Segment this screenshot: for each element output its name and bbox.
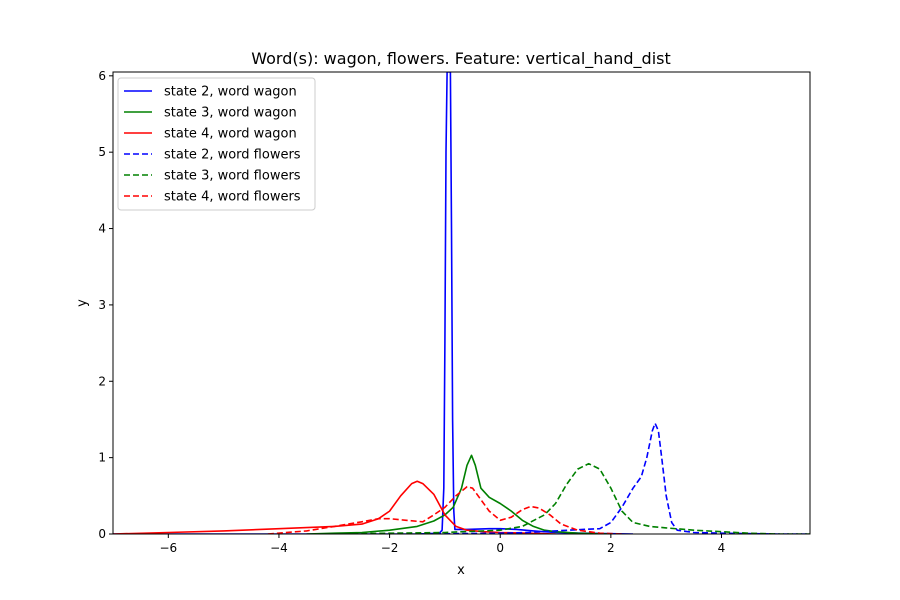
series-line-2 [306, 454, 611, 534]
legend-label: state 4, word flowers [164, 190, 301, 205]
legend-label: state 2, word wagon [164, 85, 297, 100]
y-axis: 0 1 2 3 4 5 6 [98, 69, 113, 541]
y-tick-label: 6 [98, 69, 106, 83]
series-line-5 [334, 462, 810, 534]
y-tick-label: 1 [98, 451, 106, 465]
y-tick-label: 4 [98, 222, 106, 236]
legend-box [117, 77, 316, 211]
plot-frame [112, 71, 811, 535]
legend: state 2, word wagon state 3, word wagon st… [117, 77, 316, 211]
legend-label: state 3, word flowers [164, 169, 301, 184]
legend-label: state 4, word wagon [164, 127, 297, 142]
x-tick-label: 2 [607, 541, 615, 555]
x-tick-label: 4 [718, 541, 726, 555]
y-tick-label: 5 [98, 145, 106, 159]
legend-label: state 3, word wagon [164, 106, 297, 121]
legend-label: state 2, word flowers [164, 148, 301, 163]
plot-area [112, 71, 811, 535]
series-line-1 [113, 72, 634, 534]
chart-title: Word(s): wagon, flowers. Feature: vertic… [251, 49, 671, 69]
y-axis-label: y [75, 299, 90, 307]
y-tick-label: 2 [98, 374, 106, 388]
series-line-4 [417, 422, 810, 534]
y-tick-label: 3 [98, 298, 106, 312]
x-axis-label: x [457, 563, 465, 578]
x-axis: −6 −4 −2 0 2 4 [159, 534, 725, 555]
series-line-6 [267, 485, 622, 534]
x-tick-label: 0 [496, 541, 504, 555]
y-tick-label: 0 [98, 527, 106, 541]
x-tick-label: −2 [381, 541, 399, 555]
x-tick-label: −6 [159, 541, 177, 555]
x-tick-label: −4 [270, 541, 288, 555]
